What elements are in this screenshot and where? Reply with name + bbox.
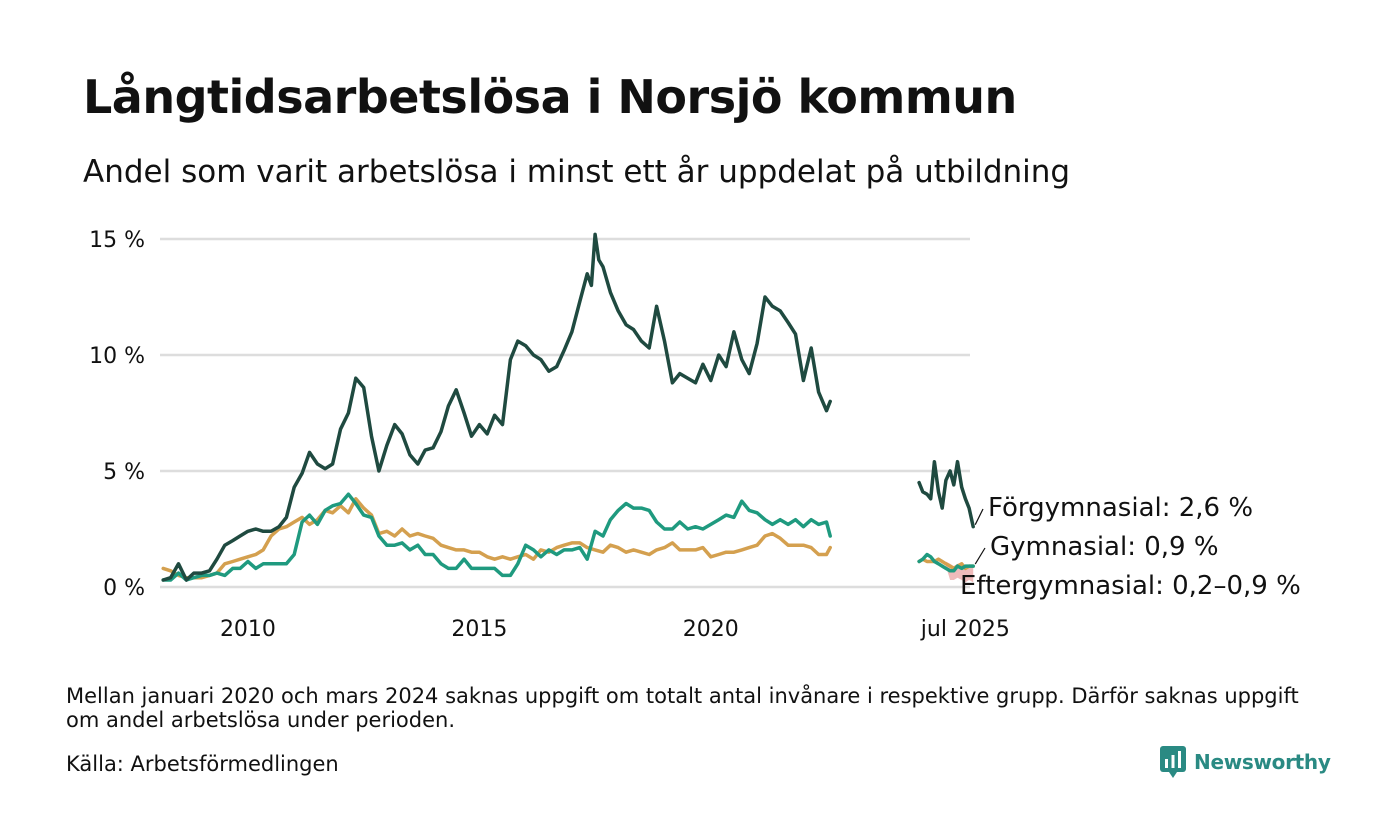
y-tick-label: 15 % [89, 228, 145, 253]
x-tick-label: jul 2025 [920, 617, 1010, 642]
series-lines [161, 232, 975, 582]
chart-title: Långtidsarbetslösa i Norsjö kommun [83, 70, 1017, 124]
newsworthy-logo-icon [1160, 746, 1186, 778]
line-chart: 0 % 5 % 10 % 15 % 2010 2015 2020 jul 2025 Förg… [89, 228, 1301, 642]
label-leader-line [974, 547, 986, 565]
brand-logo: Newsworthy [1160, 746, 1331, 778]
series-labels: Förgymnasial: 2,6 % Gymnasial: 0,9 % Efter… [960, 493, 1301, 601]
series-label-eftergymnasial: Eftergymnasial: 0,2–0,9 % [960, 571, 1301, 601]
source-text: Källa: Arbetsförmedlingen [66, 752, 339, 776]
brand-name: Newsworthy [1194, 750, 1331, 774]
series-label-förgymnasial: Förgymnasial: 2,6 % [988, 493, 1253, 523]
series-label-gymnasial: Gymnasial: 0,9 % [990, 532, 1219, 562]
series-line-eftergymnasial [161, 497, 975, 580]
series-line-gymnasial [161, 492, 975, 582]
y-tick-label: 5 % [103, 460, 145, 485]
x-tick-label: 2010 [220, 617, 276, 642]
y-tick-label: 0 % [103, 576, 145, 601]
x-tick-label: 2015 [451, 617, 507, 642]
y-axis: 0 % 5 % 10 % 15 % [89, 228, 145, 601]
x-tick-label: 2020 [683, 617, 739, 642]
y-tick-label: 10 % [89, 344, 145, 369]
gridlines [160, 237, 970, 589]
x-axis: 2010 2015 2020 jul 2025 [220, 617, 1010, 642]
chart-subtitle: Andel som varit arbetslösa i minst ett å… [83, 154, 1071, 190]
series-line-förgymnasial [161, 232, 975, 582]
footnote: Mellan januari 2020 och mars 2024 saknas… [66, 684, 1299, 732]
label-leader-line [974, 508, 984, 525]
